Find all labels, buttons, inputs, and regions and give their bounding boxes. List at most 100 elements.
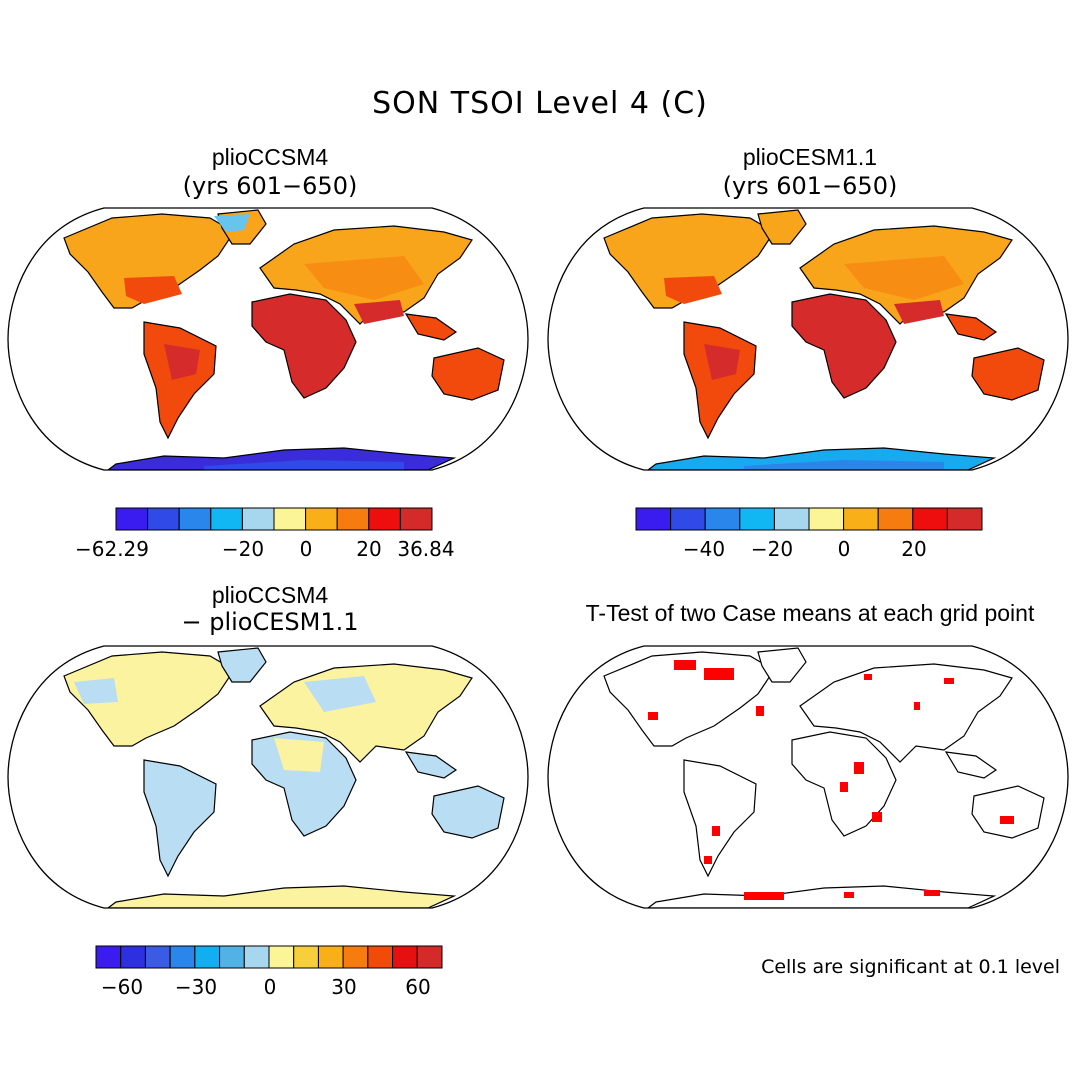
shade-eurasia: [304, 256, 424, 300]
shade-greenland: [214, 214, 250, 232]
signif-cell: [704, 856, 712, 864]
shade-amazon: [704, 344, 740, 380]
signif-cell: [712, 826, 720, 836]
shade-north-america: [124, 276, 182, 304]
shade-eurasia: [844, 256, 964, 300]
land-southAmerica: [143, 759, 217, 878]
colorbar-box: [317, 945, 344, 969]
land-layer: [63, 647, 505, 908]
land-australia: [971, 347, 1045, 401]
colorbar-box: [293, 945, 319, 969]
land-africa: [251, 731, 357, 837]
signif-cell: [674, 660, 696, 670]
panel-2-subtitle: (yrs 601−650): [722, 172, 898, 200]
colorbar-box: [95, 945, 122, 969]
colorbar-difference: −60 −30 0 30 60: [95, 945, 443, 999]
colorbar-tick-label: 60: [405, 975, 430, 999]
land-indonesia: [404, 313, 458, 341]
colorbar-box: [946, 507, 983, 531]
land-australia: [431, 347, 505, 401]
colorbar-cesm: −40 −20 0 20: [635, 507, 983, 561]
land-indonesia: [944, 751, 998, 779]
colorbar-box: [147, 507, 180, 531]
signif-cell: [756, 706, 764, 716]
colorbar-box: [219, 945, 245, 969]
signif-cell: [864, 674, 872, 680]
signif-cell: [744, 892, 784, 900]
signif-cell: [854, 762, 864, 774]
colorbar-box: [194, 945, 221, 969]
signif-cell: [944, 678, 954, 684]
signif-cell: [704, 668, 734, 680]
land-layer: [63, 209, 505, 470]
colorbar-box: [342, 945, 369, 969]
colorbar-box: [773, 507, 810, 531]
colorbar-box: [115, 507, 149, 531]
land-greenland: [757, 647, 807, 683]
map-panel-difference: [7, 645, 529, 909]
shade-south-asia: [354, 300, 404, 324]
colorbar-box: [273, 507, 307, 531]
land-greenland: [757, 209, 807, 245]
land-layer: [603, 209, 1045, 470]
land-northAmerica: [63, 651, 235, 747]
colorbar-box: [877, 507, 914, 531]
panel-3-subtitle: − plioCESM1.1: [181, 608, 359, 636]
colorbar-tick-label: −62.29: [75, 537, 149, 561]
colorbar-tick-label: 20: [901, 537, 926, 561]
colorbar-box: [336, 507, 370, 531]
map-panel-ttest: [547, 645, 1069, 909]
colorbar-box: [704, 507, 741, 531]
panel-1-title: plioCCSM4: [211, 144, 329, 170]
land-indonesia: [944, 313, 998, 341]
colorbar-tick-label: −20: [222, 537, 264, 561]
colorbar-box: [392, 945, 418, 969]
colorbar-tick-label: −30: [175, 975, 217, 999]
colorbar-box: [178, 507, 212, 531]
figure-title: SON TSOI Level 4 (C): [372, 86, 708, 121]
colorbar-box: [268, 945, 295, 969]
land-antarctica: [106, 885, 457, 908]
land-indonesia: [404, 751, 458, 779]
colorbar-box: [739, 507, 775, 531]
map-panel-cesm: [547, 207, 1069, 471]
map-frame: [547, 645, 1069, 909]
shade-antarctica: [744, 460, 944, 470]
colorbar-tick-label: −20: [751, 537, 793, 561]
map-frame: [7, 207, 529, 471]
colorbar-tick-label: −40: [683, 537, 725, 561]
signif-cell: [872, 812, 882, 822]
colorbar-box: [210, 507, 243, 531]
colorbar-box: [120, 945, 146, 969]
colorbar-box: [399, 507, 433, 531]
panel-1-subtitle: (yrs 601−650): [182, 172, 358, 200]
signif-cell: [924, 890, 940, 896]
colorbar-box: [169, 945, 196, 969]
signif-cell: [914, 702, 920, 710]
land-australia: [431, 785, 505, 839]
colorbar-box: [144, 945, 171, 969]
colorbar-tick-label: 0: [264, 975, 277, 999]
signif-cell: [1000, 816, 1014, 824]
colorbar-tick-label: 30: [331, 975, 356, 999]
land-africa: [251, 293, 357, 399]
colorbar-box: [368, 507, 401, 531]
land-australia: [971, 785, 1045, 839]
land-southAmerica: [683, 759, 757, 878]
land-africa: [791, 293, 897, 399]
colorbar-ccsm4: −62.29 −20 0 20 36.84: [75, 507, 455, 561]
panel-3-title: plioCCSM4: [211, 582, 329, 608]
shade-alaska: [74, 678, 118, 704]
land-antarctica: [646, 885, 997, 908]
signif-cell: [648, 712, 658, 720]
shade-south-asia: [894, 300, 944, 324]
colorbar-tick-label: 36.84: [397, 537, 454, 561]
colorbar-box: [416, 945, 443, 969]
map-panel-ccsm4: [7, 207, 529, 471]
colorbar-box: [808, 507, 845, 531]
map-frame: [7, 645, 529, 909]
colorbar-box: [843, 507, 879, 531]
signif-cell: [840, 782, 848, 792]
colorbar-box: [912, 507, 948, 531]
colorbar-tick-label: 0: [300, 537, 313, 561]
